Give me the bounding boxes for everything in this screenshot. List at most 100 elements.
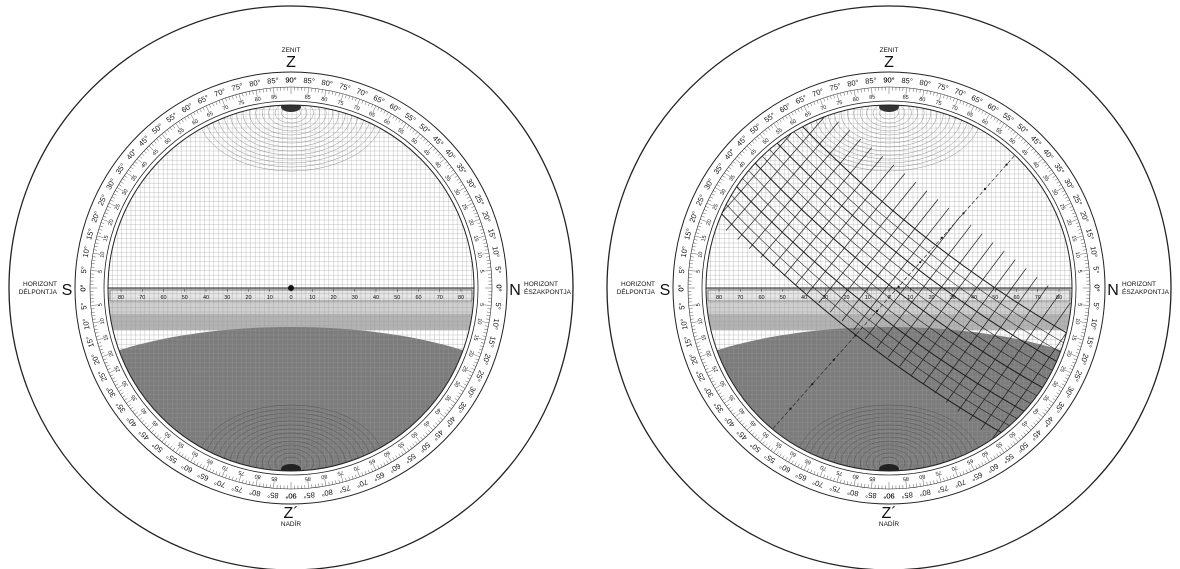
degree-tick xyxy=(124,398,128,401)
degree-tick xyxy=(978,463,981,468)
degree-tick xyxy=(840,479,842,484)
degree-tick xyxy=(146,148,150,151)
inner-altitude-label: 15 xyxy=(472,334,479,341)
degree-tick xyxy=(770,125,774,129)
degree-tick xyxy=(471,206,475,208)
inner-altitude-label: 55 xyxy=(775,127,783,135)
degree-tick xyxy=(484,304,492,306)
degree-tick xyxy=(361,472,364,476)
altitude-label: 15° xyxy=(486,335,498,348)
degree-tick xyxy=(432,425,436,428)
degree-tick xyxy=(466,196,471,199)
degree-tick xyxy=(705,206,709,208)
nadir-arc xyxy=(274,452,308,471)
inner-altitude-label: 85 xyxy=(271,94,278,101)
degree-tick xyxy=(714,187,722,192)
degree-tick xyxy=(785,115,788,119)
inner-altitude-label: 60 xyxy=(382,118,390,126)
inner-altitude-label: 5 xyxy=(98,303,104,307)
degree-tick xyxy=(1023,140,1027,144)
altitude-label: 10° xyxy=(490,318,501,331)
degree-tick xyxy=(259,483,261,487)
degree-tick xyxy=(143,150,147,154)
altitude-label: 85° xyxy=(865,490,877,500)
degree-tick xyxy=(1013,133,1019,140)
inner-altitude-label: 55 xyxy=(994,127,1002,135)
degree-tick xyxy=(698,222,703,224)
inner-altitude-label: 5 xyxy=(478,303,484,307)
degree-tick xyxy=(985,455,990,463)
degree-tick xyxy=(478,235,486,238)
degree-tick xyxy=(711,380,715,383)
altitude-label: 65° xyxy=(970,93,984,106)
degree-tick xyxy=(1044,164,1048,167)
degree-tick xyxy=(1048,169,1052,173)
altitude-label: 90° xyxy=(285,76,296,85)
degree-tick xyxy=(242,92,244,97)
inner-altitude-label: 65 xyxy=(804,111,812,119)
degree-tick xyxy=(1061,190,1065,193)
scale-label: 50 xyxy=(394,295,400,301)
scale-label: 80 xyxy=(1056,295,1062,301)
degree-tick xyxy=(691,321,698,324)
inner-altitude-label: 45 xyxy=(152,419,161,428)
scale-label: 50 xyxy=(182,295,188,301)
degree-tick xyxy=(92,256,96,258)
degree-tick xyxy=(1082,325,1087,327)
degree-tick xyxy=(471,368,475,370)
degree-tick xyxy=(473,219,480,222)
degree-tick xyxy=(95,332,99,334)
degree-tick xyxy=(1054,395,1058,398)
degree-tick xyxy=(965,102,968,107)
altitude-label: 5° xyxy=(677,302,687,310)
degree-tick xyxy=(1056,384,1064,389)
inner-altitude-label: 25 xyxy=(460,203,468,211)
altitude-label: 10° xyxy=(490,246,501,259)
scale-label: 80 xyxy=(118,295,124,301)
degree-tick xyxy=(428,429,431,433)
degree-tick xyxy=(111,196,116,199)
degree-tick xyxy=(164,131,167,135)
degree-tick xyxy=(955,99,958,106)
degree-tick xyxy=(794,110,797,114)
degree-tick xyxy=(1018,436,1022,440)
degree-tick xyxy=(169,445,173,449)
degree-tick xyxy=(706,202,714,207)
degree-tick xyxy=(238,475,241,483)
degree-tick xyxy=(702,212,706,215)
degree-tick xyxy=(143,422,147,426)
degree-tick xyxy=(341,93,344,101)
inner-altitude-label: 85 xyxy=(304,475,311,482)
inner-altitude-label: 40 xyxy=(1031,406,1040,415)
degree-tick xyxy=(401,121,404,125)
degree-tick xyxy=(134,161,138,164)
degree-tick xyxy=(108,369,116,374)
degree-tick xyxy=(454,175,458,178)
degree-tick xyxy=(754,434,757,438)
degree-tick xyxy=(741,150,745,154)
axis-dot xyxy=(919,261,922,264)
zenith-arc xyxy=(255,105,327,136)
nadir-arc xyxy=(242,432,340,471)
degree-tick xyxy=(392,115,395,119)
altitude-label: 75° xyxy=(338,483,351,495)
degree-tick xyxy=(235,94,237,99)
degree-tick xyxy=(167,443,170,447)
degree-tick xyxy=(387,455,392,463)
degree-tick xyxy=(212,469,215,474)
degree-tick xyxy=(1084,318,1088,320)
degree-tick xyxy=(1023,432,1027,436)
degree-tick xyxy=(105,209,110,212)
horizon-scale-labels: 80 70 60 50 40 30 20 10 0 10 20 30 40 50 60 70 80 xyxy=(118,289,464,301)
degree-tick xyxy=(95,242,99,244)
degree-tick xyxy=(728,406,732,410)
degree-tick xyxy=(415,441,418,445)
horizon-scale-labels: 80 70 60 50 40 30 20 10 0 10 20 30 40 50 60 70 80 xyxy=(716,289,1062,301)
degree-tick xyxy=(700,354,707,357)
degree-tick xyxy=(830,95,832,100)
degree-tick xyxy=(1030,148,1034,151)
degree-tick xyxy=(836,93,839,101)
scale-label: 30 xyxy=(822,295,828,301)
degree-tick xyxy=(694,235,702,238)
degree-tick xyxy=(791,112,794,116)
